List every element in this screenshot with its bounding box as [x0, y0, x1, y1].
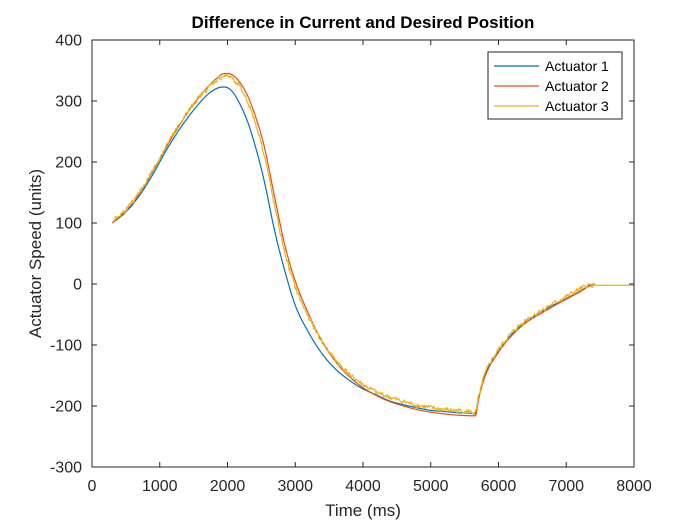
- series-line-actuator-1: [111, 86, 595, 415]
- y-tick-label: -100: [50, 338, 82, 355]
- x-tick-label: 5000: [413, 478, 449, 495]
- y-tick-label: -300: [50, 460, 82, 477]
- x-tick-label: 3000: [277, 478, 313, 495]
- y-tick-label: -200: [50, 399, 82, 416]
- x-tick-label: 0: [88, 478, 97, 495]
- x-tick-label: 8000: [616, 478, 652, 495]
- x-axis-ticks: 0 1000 2000 3000 4000 5000 6000 7000 8000: [88, 40, 652, 495]
- x-axis-label: Time (ms): [325, 501, 401, 520]
- y-axis-ticks: -300 -200 -100 0 100 200 300 400: [50, 33, 634, 477]
- x-tick-label: 1000: [142, 478, 178, 495]
- y-axis-label: Actuator Speed (units): [26, 169, 45, 338]
- y-tick-label: 400: [55, 33, 82, 50]
- legend-label-actuator-1: Actuator 1: [545, 58, 609, 74]
- y-tick-label: 300: [55, 94, 82, 111]
- series-line-actuator-3: [112, 73, 634, 415]
- legend-label-actuator-3: Actuator 3: [545, 98, 609, 114]
- x-tick-label: 4000: [345, 478, 381, 495]
- x-tick-label: 7000: [548, 478, 584, 495]
- chart-title: Difference in Current and Desired Positi…: [192, 13, 535, 32]
- x-tick-label: 6000: [481, 478, 517, 495]
- y-tick-label: 200: [55, 155, 82, 172]
- legend-box: [487, 51, 623, 120]
- y-tick-label: 100: [55, 216, 82, 233]
- y-tick-label: 0: [73, 277, 82, 294]
- series-layer: [111, 72, 634, 417]
- x-tick-label: 2000: [210, 478, 246, 495]
- legend: Actuator 1 Actuator 2 Actuator 3: [487, 51, 623, 120]
- legend-label-actuator-2: Actuator 2: [545, 78, 609, 94]
